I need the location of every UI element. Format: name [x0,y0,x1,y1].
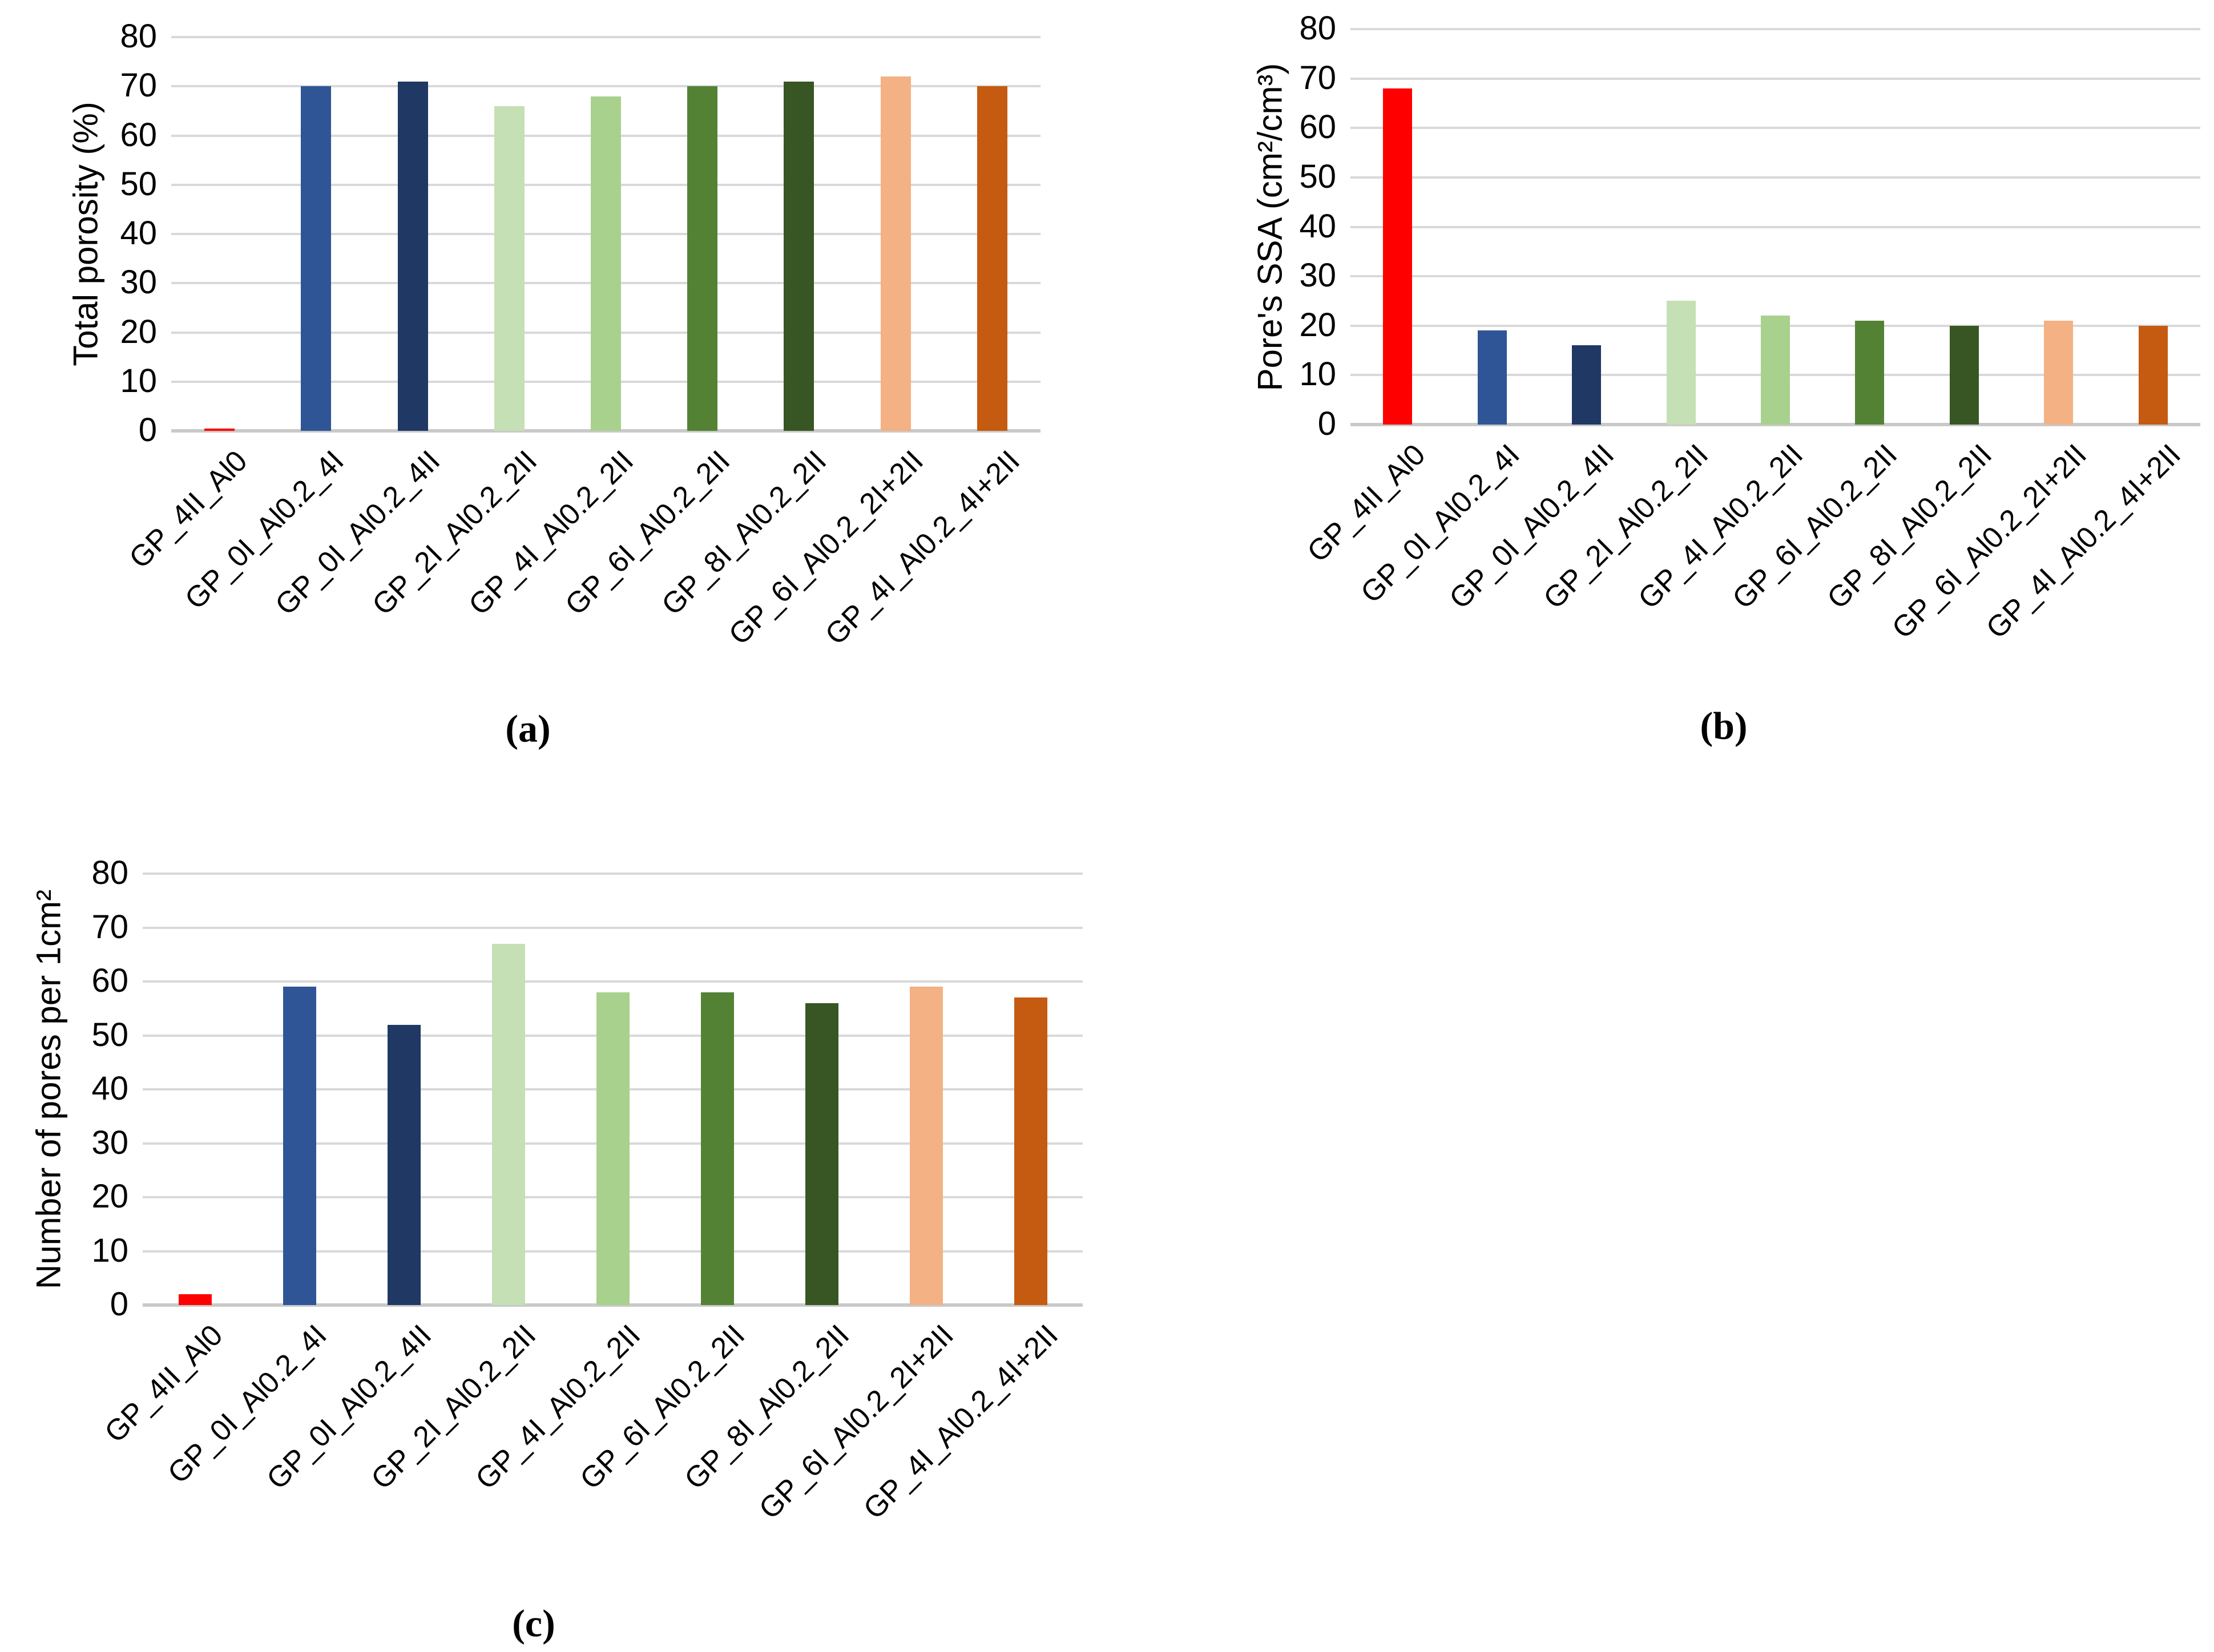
bar [596,992,630,1305]
gridline [171,36,1041,38]
y-tick-label: 60 [1299,108,1336,146]
x-tick-label: GP_8I_Al0.2_2II [655,444,833,622]
y-tick-label: 30 [91,1124,128,1161]
caption-b: (b) [1700,704,1748,748]
bar [178,1294,212,1305]
bar [1761,316,1790,425]
bar [1855,321,1885,425]
x-tick-label: GP_6I_Al0.2_2II [1726,438,1904,616]
y-tick-label: 40 [120,215,157,252]
x-tick-label: GP_2I_Al0.2_2II [1537,438,1715,616]
y-tick-label: 60 [120,116,157,154]
y-tick-label: 40 [91,1070,128,1107]
y-tick-label: 80 [1299,10,1336,47]
x-tick-label: GP_0I_Al0.2_4II [269,444,447,622]
bar [784,81,814,431]
bar [2138,325,2168,425]
gridline [1350,28,2200,30]
y-tick-label: 80 [91,854,128,891]
x-tick-label: GP_0I_Al0.2_4II [1443,438,1621,616]
bar [2044,321,2074,425]
gridline [1350,275,2200,278]
bar [1477,330,1507,425]
x-axis-line [1350,423,2200,426]
x-axis-line [171,429,1041,433]
gridline [171,85,1041,88]
gridline [143,926,1083,929]
x-tick-label: GP_4I_Al0.2_4I+2II [857,1318,1065,1526]
y-tick-label: 60 [91,962,128,999]
bar [283,987,316,1305]
bar [805,1003,838,1305]
bar [1014,997,1047,1305]
y-tick-label: 0 [138,411,157,449]
y-tick-label: 20 [91,1178,128,1215]
x-tick-label: GP_4I_Al0.2_2II [462,444,640,622]
gridline [1350,127,2200,130]
bar [687,86,718,431]
y-tick-label: 10 [91,1231,128,1269]
gridline [143,873,1083,875]
bar [909,987,943,1305]
y-tick-label: 20 [120,313,157,350]
caption-c: (c) [512,1601,555,1645]
bar [977,86,1007,431]
x-tick-label: GP_8I_Al0.2_2II [1821,438,1998,616]
chart-a-plot: Total porosity (%) 0 10 20 30 40 50 60 70 80 GP_4… [67,18,1041,652]
bar [387,1024,421,1305]
y-tick-label: 40 [1299,207,1336,245]
y-tick-label: 70 [1299,59,1336,96]
y-tick-label: 50 [1299,157,1336,195]
y-tick-label: 0 [110,1286,128,1323]
y-tick-label: 10 [1299,356,1336,393]
x-tick-label: GP_6I_Al0.2_2I+2II [753,1318,961,1526]
chart-b-plot: Pore's SSA (cm²/cm³) 0 10 20 30 40 50 60 70 80 GP… [1251,10,2200,645]
gridline [143,980,1083,983]
x-tick-label: GP_6I_Al0.2_2II [559,444,737,622]
bar [700,992,734,1305]
x-tick-label: GP_4I_Al0.2_4I+2II [818,444,1026,652]
bar [1383,88,1413,425]
caption-a: (a) [505,706,551,750]
bar [1949,325,1979,425]
bar [301,86,332,431]
y-tick-label: 80 [120,18,157,55]
bar [591,96,621,431]
bar [491,943,525,1305]
x-tick-label: GP_2I_Al0.2_2II [366,444,543,622]
bar [1572,345,1602,425]
y-tick-label: 50 [91,1016,128,1053]
x-tick-label: GP_0I_Al0.2_4I [1354,438,1526,610]
gridline [1350,176,2200,179]
gridline [1350,225,2200,228]
bar [880,76,911,431]
x-tick-label: GP_4I_Al0.2_2II [1632,438,1810,616]
bar [397,81,428,431]
y-tick-label: 70 [91,908,128,946]
y-tick-label: 50 [120,165,157,203]
y-tick-label: 30 [1299,257,1336,294]
y-tick-label: 20 [1299,306,1336,344]
chart-c-plot: Number of pores per 1cm² 0 10 20 30 40 50 60 70… [30,854,1083,1526]
bar [494,106,525,431]
y-tick-label: 10 [120,362,157,399]
bar [1666,301,1696,425]
y-tick-label: 70 [120,67,157,104]
bar [204,428,235,431]
gridline [1350,77,2200,80]
y-tick-label: 0 [1317,405,1336,442]
x-axis-line [143,1303,1083,1307]
y-tick-label: 30 [120,264,157,301]
